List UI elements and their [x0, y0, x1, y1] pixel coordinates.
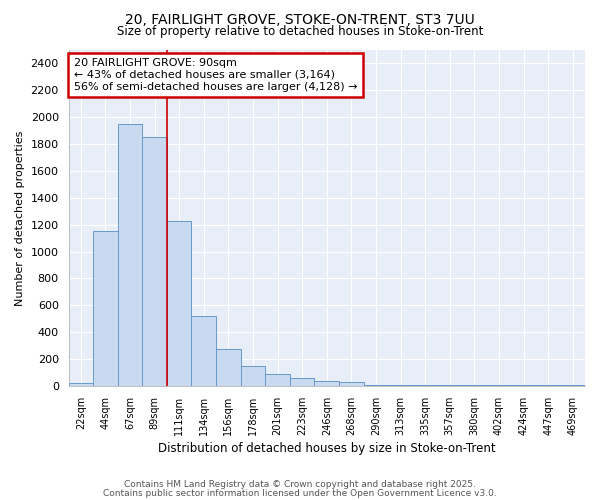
- Bar: [339, 382, 364, 386]
- Bar: [314, 380, 339, 386]
- Bar: [118, 124, 142, 386]
- X-axis label: Distribution of detached houses by size in Stoke-on-Trent: Distribution of detached houses by size …: [158, 442, 496, 455]
- Text: Contains public sector information licensed under the Open Government Licence v3: Contains public sector information licen…: [103, 488, 497, 498]
- Bar: [167, 220, 191, 386]
- Text: Contains HM Land Registry data © Crown copyright and database right 2025.: Contains HM Land Registry data © Crown c…: [124, 480, 476, 489]
- Bar: [68, 382, 93, 386]
- Text: 20 FAIRLIGHT GROVE: 90sqm
← 43% of detached houses are smaller (3,164)
56% of se: 20 FAIRLIGHT GROVE: 90sqm ← 43% of detac…: [74, 58, 357, 92]
- Text: Size of property relative to detached houses in Stoke-on-Trent: Size of property relative to detached ho…: [117, 25, 483, 38]
- Bar: [93, 232, 118, 386]
- Bar: [290, 378, 314, 386]
- Bar: [241, 366, 265, 386]
- Bar: [216, 349, 241, 386]
- Bar: [191, 316, 216, 386]
- Text: 20, FAIRLIGHT GROVE, STOKE-ON-TRENT, ST3 7UU: 20, FAIRLIGHT GROVE, STOKE-ON-TRENT, ST3…: [125, 12, 475, 26]
- Bar: [142, 138, 167, 386]
- Bar: [265, 374, 290, 386]
- Y-axis label: Number of detached properties: Number of detached properties: [15, 130, 25, 306]
